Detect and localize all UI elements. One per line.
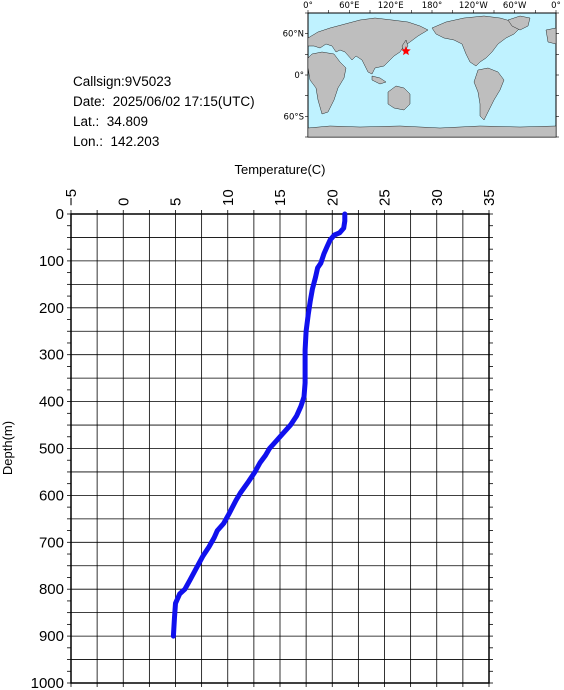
map-lat-label: 60°N — [283, 30, 304, 40]
date-text: Date: 2025/06/02 17:15(UTC) — [73, 94, 255, 109]
land-africa — [307, 51, 347, 115]
plot-gridlines — [70, 213, 490, 684]
y-tick-label: 0 — [56, 206, 64, 223]
x-tick-label: −5 — [63, 189, 80, 206]
x-tick-label: 5 — [168, 198, 185, 206]
y-tick-label: 800 — [39, 581, 64, 598]
x-tick-label: 35 — [481, 189, 498, 206]
map-lon-label: 0° — [303, 1, 313, 11]
map-lon-label: 0° — [551, 1, 561, 11]
y-tick-label: 200 — [39, 300, 64, 317]
x-tick-labels: −5 0 5 10 15 20 25 30 35 — [63, 189, 498, 206]
map-frame-ticks — [305, 10, 559, 138]
longitude-text: Lon.: 142.203 — [73, 134, 160, 149]
x-tick-label: 0 — [115, 198, 132, 206]
x-tick-label: 30 — [429, 189, 446, 206]
x-tick-label: 20 — [324, 189, 341, 206]
land-australia — [387, 85, 411, 111]
map-lon-label: 180° — [422, 1, 442, 11]
land-indonesia — [371, 75, 387, 85]
land-greenland — [507, 15, 531, 31]
x-tick-label: 15 — [272, 189, 289, 206]
land-north-america — [431, 15, 521, 67]
map-lon-label: 60°E — [339, 1, 359, 11]
world-map: 0° 60°E 120°E 180° 120°W 60°W 0° 60°N 0° 60°S — [283, 1, 561, 138]
map-lon-label: 60°W — [503, 1, 527, 11]
land-europe-asia — [307, 17, 429, 75]
land-south-america — [473, 67, 505, 121]
x-tick-label: 10 — [220, 189, 237, 206]
latitude-text: Lat.: 34.809 — [73, 114, 149, 129]
map-lon-label: 120°W — [459, 1, 488, 11]
land-antarctica — [307, 125, 557, 138]
map-lat-label: 0° — [294, 71, 304, 81]
y-tick-label: 500 — [39, 441, 64, 458]
temperature-depth-plot: −5 0 5 10 15 20 25 30 35 01002003004005006007008… — [0, 162, 498, 690]
land-right-edge-europe — [545, 27, 557, 45]
y-tick-labels: 0 100 200 300 400 500 600 700 800 900 1000 — [31, 206, 64, 690]
plot-ticks — [67, 210, 493, 687]
y-tick-label: 600 — [39, 487, 64, 504]
y-tick-label: 900 — [39, 628, 64, 645]
map-lat-label: 60°S — [284, 112, 304, 122]
map-labels: 0° 60°E 120°E 180° 120°W 60°W 0° 60°N 0° 60°S — [283, 1, 561, 122]
y-tick-label: 100 — [39, 253, 64, 270]
callsign-text: Callsign:9V5023 — [73, 74, 172, 89]
y-tick-label: 300 — [39, 347, 64, 364]
y-tick-label: 1000 — [31, 675, 64, 690]
y-tick-label: 400 — [39, 394, 64, 411]
map-lon-label: 120°E — [378, 1, 404, 11]
y-axis-title: Depth(m) — [0, 421, 15, 475]
map-land — [307, 15, 557, 138]
station-marker-star — [401, 46, 411, 56]
x-axis-title: Temperature(C) — [234, 162, 325, 177]
x-tick-label: 25 — [377, 189, 394, 206]
temperature-profile-line — [170, 211, 348, 639]
y-tick-label: 700 — [39, 534, 64, 551]
temperature-profile-series — [170, 211, 348, 639]
